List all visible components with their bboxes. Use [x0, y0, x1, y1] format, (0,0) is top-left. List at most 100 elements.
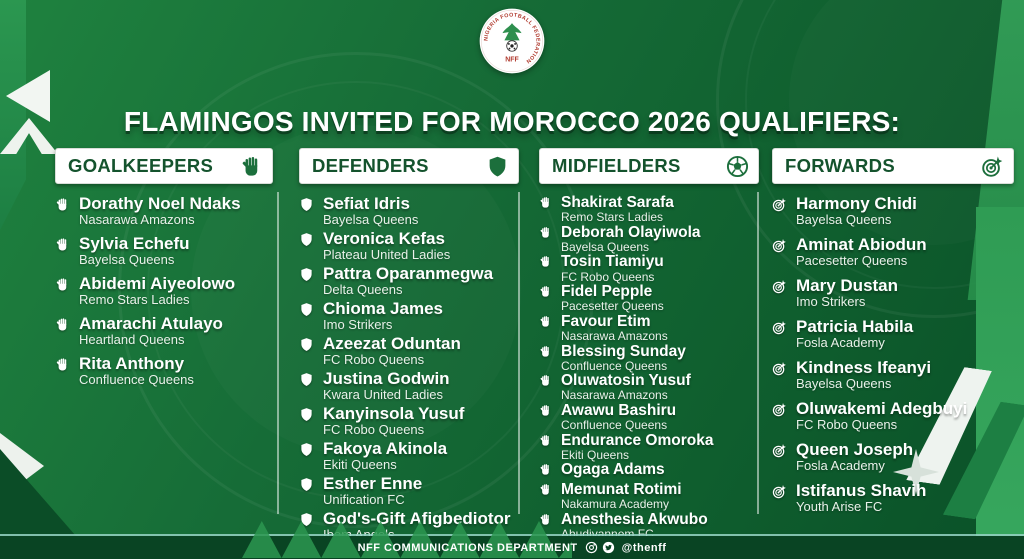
- player-list: Shakirat Sarafa Remo Stars Ladies Debora…: [539, 194, 759, 559]
- player-row: Ogaga Adams: [539, 462, 759, 481]
- player-row: Justina Godwin Kwara United Ladies: [299, 370, 519, 402]
- player-club: Confluence Queens: [79, 372, 194, 388]
- player-name: Kanyinsola Yusuf: [323, 404, 465, 424]
- player-name: Queen Joseph: [796, 440, 914, 460]
- player-club: Nasarawa Amazons: [79, 212, 195, 228]
- shield-icon: [299, 197, 314, 227]
- player-name: Pattra Oparanmegwa: [323, 264, 494, 284]
- shield-icon: [299, 372, 314, 402]
- target-icon: [772, 238, 787, 268]
- glove-icon: [539, 285, 552, 313]
- player-name: Abidemi Aiyeolowo: [79, 274, 236, 294]
- player-name: Oluwakemi Adegbuyi: [796, 399, 968, 419]
- glove-icon: [539, 434, 552, 462]
- footer-divider: [0, 534, 1024, 536]
- player-row: Dorathy Noel Ndaks Nasarawa Amazons: [55, 194, 273, 228]
- shield-icon: [486, 155, 509, 178]
- player-row: Harmony Chidi Bayelsa Queens: [772, 194, 1014, 227]
- player-row: Mary Dustan Imo Strikers: [772, 277, 1014, 309]
- column-title: FORWARDS: [785, 155, 895, 176]
- player-club: Unification FC: [323, 492, 405, 508]
- player-row: Oluwakemi Adegbuyi FC Robo Queens: [772, 400, 1014, 432]
- player-club: Nasarawa Amazons: [561, 388, 668, 403]
- player-club: Pacesetter Queens: [796, 253, 908, 269]
- player-club: Pacesetter Queens: [561, 299, 664, 314]
- glove-icon: [539, 374, 552, 402]
- player-name: Patricia Habila: [796, 317, 914, 337]
- shield-icon: [299, 302, 314, 332]
- player-list: Sefiat Idris Bayelsa Queens Veronica Kef…: [299, 194, 519, 542]
- eagle-icon: [502, 23, 522, 41]
- shield-icon: [299, 232, 314, 262]
- target-icon: [772, 484, 787, 514]
- player-club: Imo Strikers: [323, 317, 393, 333]
- player-row: Veronica Kefas Plateau United Ladies: [299, 230, 519, 262]
- player-row: Kanyinsola Yusuf FC Robo Queens: [299, 405, 519, 437]
- column-header: FORWARDS: [772, 148, 1014, 184]
- decor-left-arrow: [0, 433, 44, 499]
- column-header: MIDFIELDERS: [539, 148, 759, 184]
- player-row: Sylvia Echefu Bayelsa Queens: [55, 235, 273, 267]
- target-icon: [772, 197, 787, 227]
- column-divider: [757, 192, 759, 514]
- twitter-icon: [602, 541, 614, 554]
- glove-icon: [539, 483, 552, 511]
- player-row: Azeezat Oduntan FC Robo Queens: [299, 335, 519, 367]
- player-club: Confluence Queens: [561, 358, 668, 373]
- player-name: Justina Godwin: [323, 369, 450, 389]
- player-row: Patricia Habila Fosla Academy: [772, 318, 1014, 350]
- player-row: Deborah Olayiwola Bayelsa Queens: [539, 224, 759, 254]
- shield-icon: [299, 477, 314, 507]
- instagram-icon: [585, 541, 597, 554]
- player-name: Amarachi Atulayo: [79, 314, 223, 334]
- player-name: Fakoya Akinola: [323, 439, 448, 459]
- glove-icon: [55, 357, 70, 387]
- player-name: Dorathy Noel Ndaks: [79, 194, 241, 213]
- glove-icon: [539, 345, 552, 373]
- player-club: Remo Stars Ladies: [79, 292, 190, 308]
- glove-icon: [55, 237, 70, 267]
- player-name: Esther Enne: [323, 474, 423, 494]
- target-icon: [772, 443, 787, 473]
- player-row: Awawu Bashiru Confluence Queens: [539, 401, 759, 433]
- page-title: FLAMINGOS INVITED FOR MOROCCO 2026 QUALI…: [123, 105, 901, 137]
- player-row: Istifanus Shavih Youth Arise FC: [772, 482, 1014, 514]
- column-defenders: DEFENDERS Sefiat Idris Bayelsa Queens Ve…: [299, 148, 519, 545]
- player-name: Veronica Kefas: [323, 229, 445, 249]
- player-name: Oluwatosin Yusuf: [561, 372, 691, 390]
- player-club: FC Robo Queens: [323, 352, 425, 368]
- player-row: Endurance Omoroka Ekiti Queens: [539, 432, 759, 462]
- player-name: Memunat Rotimi: [561, 481, 682, 499]
- glove-icon: [55, 317, 70, 347]
- footer-handle: @thenff: [621, 541, 667, 554]
- player-club: Confluence Queens: [561, 418, 668, 433]
- player-row: Esther Enne Unification FC: [299, 475, 519, 507]
- nff-logo: NIGERIA FOOTBALL FEDERATION NFF: [479, 8, 545, 74]
- glove-icon: [539, 404, 552, 432]
- target-icon: [772, 320, 787, 350]
- player-club: Imo Strikers: [796, 294, 866, 310]
- player-club: Heartland Queens: [79, 332, 185, 348]
- player-club: FC Robo Queens: [561, 269, 655, 284]
- player-name: Ogaga Adams: [561, 461, 665, 479]
- player-club: Nakamura Academy: [561, 497, 670, 512]
- column-header: DEFENDERS: [299, 148, 519, 184]
- player-row: Abidemi Aiyeolowo Remo Stars Ladies: [55, 275, 273, 307]
- glove-icon: [55, 197, 70, 227]
- player-row: Blessing Sunday Confluence Queens: [539, 342, 759, 373]
- glove-icon: [539, 315, 552, 343]
- player-club: Bayelsa Queens: [561, 239, 650, 254]
- glove-icon: [539, 463, 552, 481]
- target-icon: [772, 402, 787, 432]
- player-name: Blessing Sunday: [561, 342, 686, 360]
- glove-icon: [539, 196, 552, 224]
- player-name: God's-Gift Afigbediotor: [323, 509, 511, 529]
- player-name: Rita Anthony: [79, 354, 185, 374]
- player-row: Fakoya Akinola Ekiti Queens: [299, 440, 519, 472]
- footer-bar: NFF COMMUNICATIONS DEPARTMENT @thenff: [0, 521, 1024, 559]
- column-forwards: FORWARDS Harmony Chidi Bayelsa Queens Am…: [772, 148, 1014, 523]
- glove-icon: [539, 226, 552, 254]
- player-name: Awawu Bashiru: [561, 401, 677, 419]
- player-club: Ekiti Queens: [323, 457, 397, 473]
